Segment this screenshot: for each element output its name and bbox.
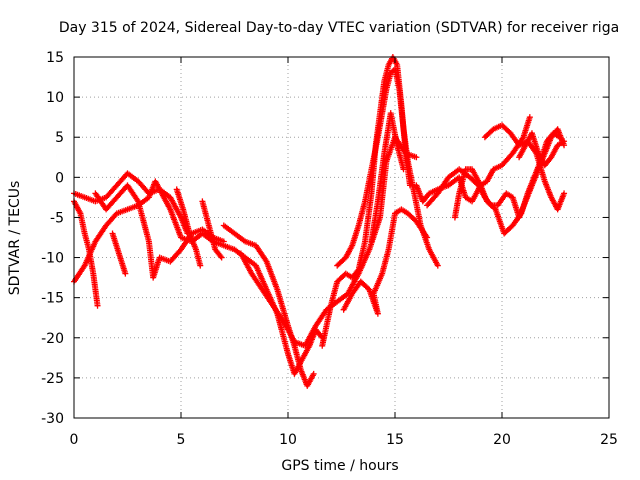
data-point [556,134,563,141]
x-tick-label: 20 [493,432,511,448]
series-sat-track-16 [451,130,563,237]
data-point [424,234,431,241]
y-tick-label: -20 [41,331,64,347]
chart-title: Day 315 of 2024, Sidereal Day-to-day VTE… [59,20,619,36]
data-points [71,54,568,389]
series-sat-track-1 [71,170,191,237]
x-tick-label: 15 [386,432,404,448]
y-tick-label: 10 [46,90,64,106]
data-point [94,302,101,309]
series-sat-track-6 [173,186,204,269]
data-point [434,262,441,269]
series-sat-track-7 [199,198,225,261]
series-sat-track-12 [340,206,431,317]
data-point [354,267,361,274]
data-point [561,138,568,145]
data-point [310,370,317,377]
y-tick-label: -30 [41,411,64,427]
grid [74,57,609,418]
x-axis-label: GPS time / hours [281,458,398,474]
series-sat-track-18 [516,130,568,169]
plot-frame [73,56,610,419]
data-point [413,154,420,161]
data-point [561,190,568,197]
series-sat-track-14 [413,114,533,205]
data-point [400,166,407,173]
data-point [218,254,225,261]
x-tick-label: 25 [600,432,618,448]
data-point [197,262,204,269]
data-point [122,270,129,277]
y-axis-label: SDTVAR / TECUs [7,181,23,296]
axis-ticks: 0 5 10 15 20 25 -30 -25 -20 -15 -10 -5 0 5 10 15 [41,50,618,448]
data-point [217,253,224,260]
y-tick-label: -5 [50,210,64,226]
series-sat-track-2 [71,198,101,309]
x-tick-label: 10 [279,432,297,448]
x-tick-label: 5 [177,432,186,448]
series-sat-track-8 [220,222,317,389]
x-tick-label: 0 [70,432,79,448]
y-tick-label: 5 [55,130,64,146]
y-tick-label: -15 [41,291,64,307]
y-tick-label: 0 [55,170,64,186]
y-tick-label: -10 [41,251,64,267]
y-tick-label: -25 [41,371,64,387]
y-tick-label: 15 [46,50,64,66]
series-sat-track-4 [92,182,227,281]
series-sat-track-5 [109,230,129,277]
data-point [526,114,533,121]
series-sat-track-13 [368,110,407,245]
data-point [220,238,227,245]
